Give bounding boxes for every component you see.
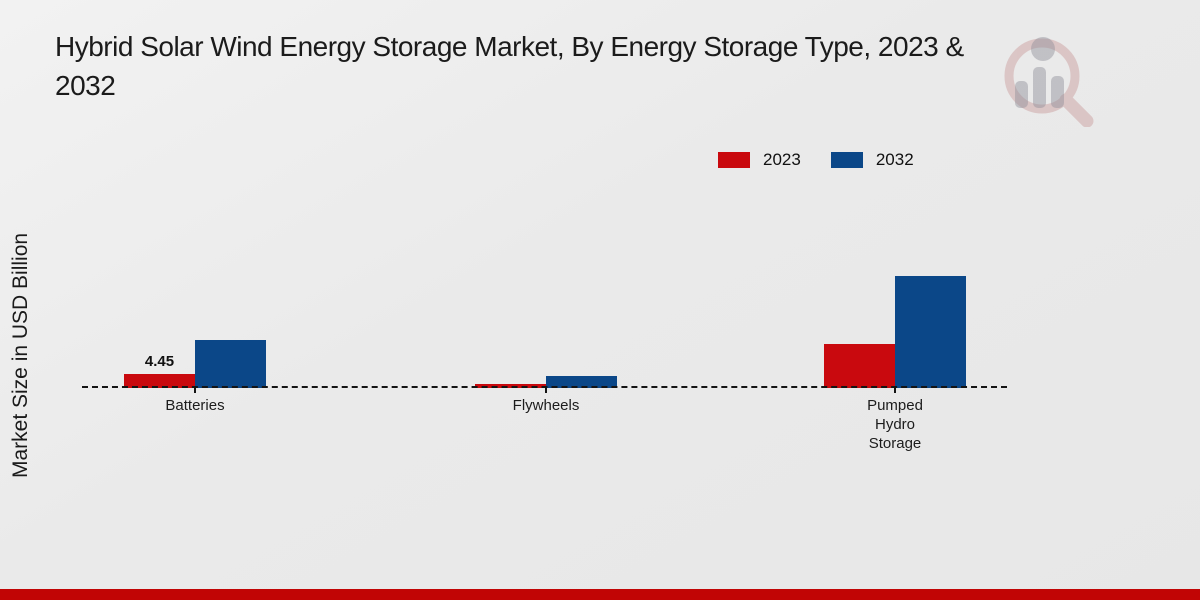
footer-accent-bar: [0, 589, 1200, 600]
chart-title-line1: Hybrid Solar Wind Energy Storage Market,…: [55, 31, 964, 62]
magnifier-chart-logo-icon: [1004, 37, 1094, 127]
legend-item-2023: 2023: [718, 150, 801, 170]
legend-label-2023: 2023: [763, 150, 801, 169]
category-label-pumped-hydro-storage: Pumped Hydro Storage: [867, 397, 923, 452]
x-axis-tick: [194, 388, 196, 393]
legend: 2023 2032: [718, 150, 914, 170]
category-label-flywheels: Flywheels: [512, 397, 580, 414]
bar-value-label-2023-batteries: 4.45: [144, 353, 175, 370]
chart-title-line2: 2032: [55, 70, 116, 101]
bar-2032-batteries: [195, 340, 266, 388]
x-axis-baseline: [82, 386, 1007, 388]
legend-item-2032: 2032: [830, 150, 914, 170]
chart-title: Hybrid Solar Wind Energy Storage Market,…: [55, 27, 1135, 105]
legend-swatch-2032-icon: [830, 152, 863, 168]
x-axis-tick: [894, 388, 896, 393]
legend-label-2032: 2032: [875, 150, 914, 169]
bar-2023-pumped-hydro-storage: [824, 344, 895, 388]
bar-2023-batteries: [124, 374, 195, 388]
y-axis-label: Market Size in USD Billion: [9, 232, 32, 478]
category-label-batteries: Batteries: [165, 397, 225, 414]
legend-swatch-2023-icon: [718, 152, 750, 168]
bar-2032-pumped-hydro-storage: [895, 276, 966, 388]
bar-2032-flywheels: [546, 376, 617, 388]
x-axis-tick: [545, 388, 547, 393]
